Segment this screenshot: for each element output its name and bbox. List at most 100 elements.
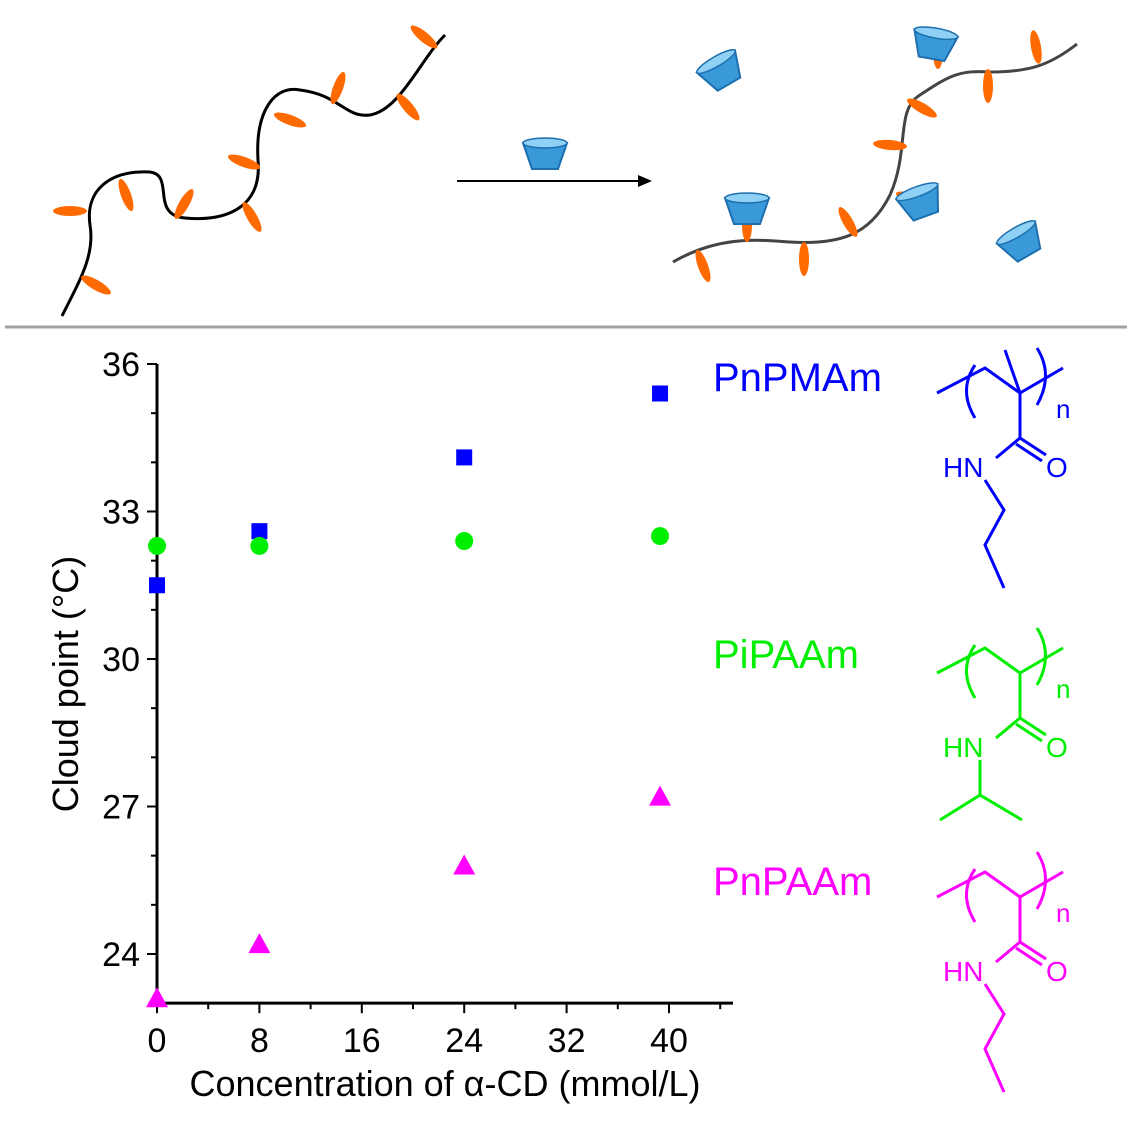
amide-bond xyxy=(995,393,1022,460)
side-group xyxy=(907,98,937,118)
backbone xyxy=(936,646,1064,675)
amide-bond xyxy=(995,673,1022,740)
data-point-PnPAAm xyxy=(453,854,476,875)
chart-points xyxy=(146,385,672,1008)
backbone xyxy=(936,366,1064,395)
propyl xyxy=(983,983,1006,1093)
side-group xyxy=(53,206,87,216)
side-group xyxy=(838,207,858,237)
cyclodextrins xyxy=(521,26,1042,263)
x-tick-label: 16 xyxy=(343,1022,381,1060)
cyclodextrin-rim xyxy=(522,137,568,149)
data-point-PiPAAm xyxy=(651,527,670,546)
backbone xyxy=(936,870,1064,899)
carbonyl xyxy=(1015,940,1047,967)
bracket-right xyxy=(1035,627,1047,686)
x-tick-label: 32 xyxy=(548,1022,586,1060)
o-label: O xyxy=(1046,956,1068,987)
data-point-PnPAAm xyxy=(146,987,168,1008)
cyclodextrin-icon xyxy=(723,192,771,225)
side-group xyxy=(873,139,907,151)
bracket-left xyxy=(965,644,977,699)
bracket-left xyxy=(965,868,977,923)
carbonyl xyxy=(1015,436,1047,463)
side-group xyxy=(81,275,111,295)
cyclodextrin-icon xyxy=(894,182,940,222)
x-tick-label: 24 xyxy=(445,1022,483,1060)
isopropyl xyxy=(939,760,1023,822)
cyclodextrin-icon xyxy=(995,220,1042,263)
data-point-PiPAAm xyxy=(148,536,166,555)
side-group xyxy=(983,69,993,103)
arrow xyxy=(457,175,652,187)
data-point-PnPMAm xyxy=(652,385,669,402)
x-tick-label: 8 xyxy=(250,1022,269,1060)
n-label: n xyxy=(1056,898,1070,928)
cyclodextrin-icon xyxy=(521,137,569,170)
hn-label: HN xyxy=(943,732,983,763)
y-tick-label: 30 xyxy=(102,641,140,679)
scheme-complexed-polymer xyxy=(672,42,1078,264)
bracket-right xyxy=(1035,851,1047,910)
structure-pnpmam: HN On xyxy=(936,347,1070,589)
chart-axes: 0 8 16 24 32 40 24 27 30 33 36 xyxy=(102,346,733,1060)
side-group xyxy=(1030,30,1042,64)
x-tick-label: 0 xyxy=(148,1022,167,1060)
methyl xyxy=(1003,349,1022,394)
o-label: O xyxy=(1046,452,1068,483)
cyclodextrin-rim xyxy=(724,192,770,204)
scheme-free-polymer xyxy=(60,33,447,317)
cyclodextrin-rim xyxy=(913,26,959,41)
side-group xyxy=(695,249,711,283)
cyclodextrin-rim xyxy=(696,49,736,75)
legend-pnpaam: PnPAAm xyxy=(713,860,872,904)
amide-bond xyxy=(995,897,1022,964)
side-groups-right xyxy=(695,30,1042,283)
bracket-left xyxy=(965,364,977,419)
n-label: n xyxy=(1056,674,1070,704)
side-group xyxy=(242,202,262,232)
y-tick-label: 27 xyxy=(102,789,140,827)
carbonyl xyxy=(1015,716,1047,743)
y-tick-label: 24 xyxy=(102,936,140,974)
side-group xyxy=(396,93,420,121)
y-tick-label: 36 xyxy=(102,346,140,384)
o-label: O xyxy=(1046,732,1068,763)
structure-pipaam: HN On xyxy=(936,627,1070,822)
x-axis-label: Concentration of α-CD (mmol/L) xyxy=(190,1063,701,1104)
hn-label: HN xyxy=(943,452,983,483)
data-point-PnPMAm xyxy=(251,523,268,540)
cyclodextrin-icon xyxy=(695,49,742,92)
cyclodextrin-rim xyxy=(996,220,1036,246)
legend-pipaam: PiPAAm xyxy=(713,633,859,677)
data-point-PnPMAm xyxy=(456,449,473,466)
side-group xyxy=(118,178,134,212)
hn-label: HN xyxy=(943,956,983,987)
cyclodextrin-icon xyxy=(913,26,960,63)
polymer-chain xyxy=(672,42,1078,264)
structure-pnpaam: HN On xyxy=(936,851,1070,1093)
side-groups-left xyxy=(53,25,438,295)
data-point-PiPAAm xyxy=(250,536,269,555)
side-group xyxy=(410,25,438,49)
side-group xyxy=(273,112,307,128)
legend-pnpmam: PnPMAm xyxy=(713,356,882,400)
arrow-head xyxy=(638,175,652,187)
y-axis-label: Cloud point (°C) xyxy=(45,556,86,813)
side-group xyxy=(174,189,194,219)
data-point-PnPAAm xyxy=(649,785,672,806)
x-tick-label: 40 xyxy=(650,1022,688,1060)
cyclodextrin-rim xyxy=(895,182,939,202)
side-group xyxy=(227,154,261,170)
side-group xyxy=(799,242,809,276)
chemical-structures: HN On HN On HN On xyxy=(936,347,1070,1093)
data-point-PnPAAm xyxy=(248,933,271,954)
n-label: n xyxy=(1056,394,1070,424)
polymer-chain xyxy=(60,33,447,317)
side-group xyxy=(330,71,346,105)
y-tick-label: 33 xyxy=(102,494,140,532)
propyl xyxy=(983,479,1006,589)
data-point-PnPMAm xyxy=(149,577,165,594)
data-point-PiPAAm xyxy=(455,532,474,550)
